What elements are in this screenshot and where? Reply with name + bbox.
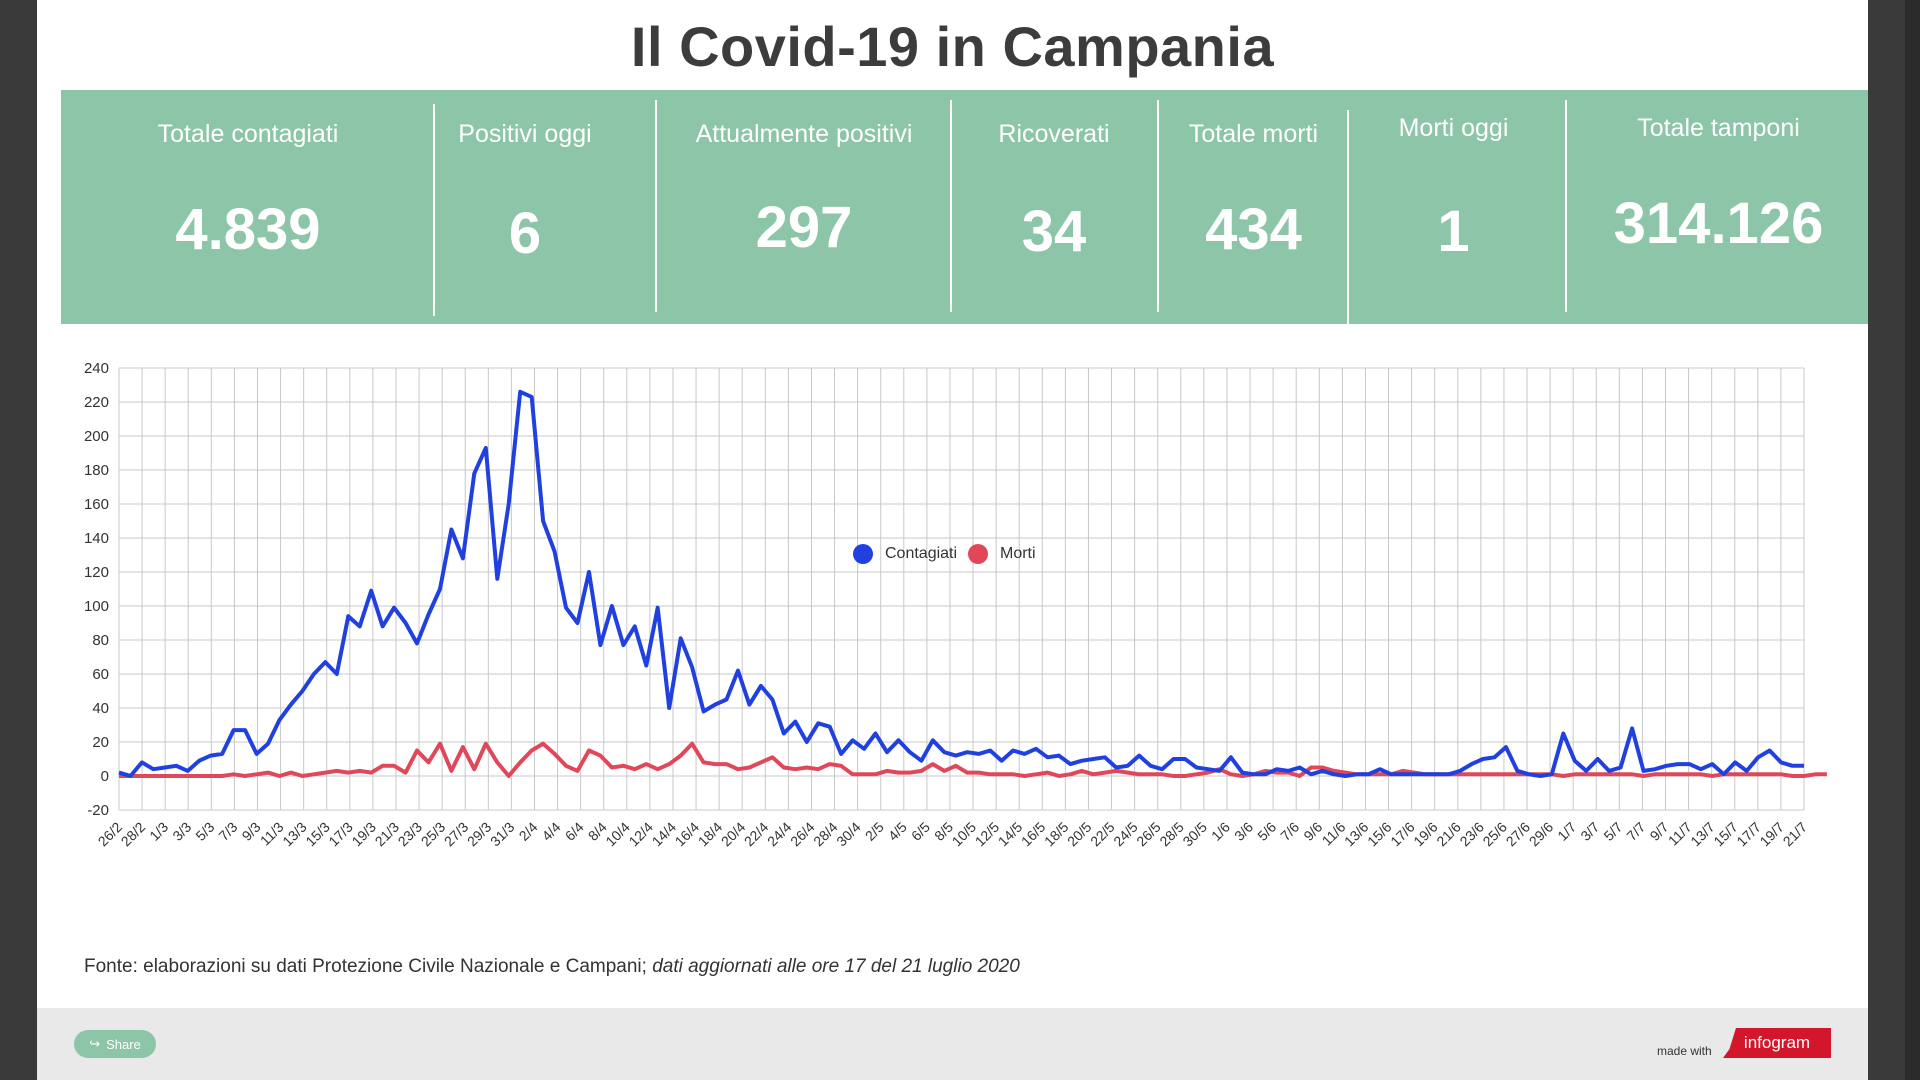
y-tick-label: 160 — [84, 496, 109, 513]
x-tick-label: 30/5 — [1179, 819, 1210, 850]
y-tick-label: 80 — [92, 632, 109, 649]
y-tick-label: 60 — [92, 666, 109, 683]
y-tick-label: 20 — [92, 734, 109, 751]
stat-label: Totale tamponi — [1637, 114, 1800, 142]
x-tick-label: 28/2 — [118, 819, 149, 850]
x-tick-label: 4/5 — [885, 819, 910, 844]
stat-label: Morti oggi — [1398, 114, 1509, 142]
infographic-frame: Il Covid-19 in Campania Totale contagiat… — [37, 0, 1868, 1080]
infogram-logo[interactable]: infogram — [1723, 1028, 1831, 1058]
stats-panel: Totale contagiati 4.839 Positivi oggi 6 … — [61, 90, 1868, 324]
stat-value: 4.839 — [175, 197, 321, 262]
stat-attualmente-positivi: Attualmente positivi 297 — [659, 90, 949, 324]
y-tick-label: 240 — [84, 360, 109, 377]
source-note: Fonte: elaborazioni su dati Protezione C… — [84, 956, 1020, 978]
y-tick-label: 100 — [84, 598, 109, 615]
stat-ricoverati: Ricoverati 34 — [954, 90, 1154, 324]
y-tick-label: 220 — [84, 394, 109, 411]
update-text: dati aggiornati alle ore 17 del 21 lugli… — [652, 956, 1020, 977]
stat-divider — [1157, 100, 1159, 312]
stat-divider — [655, 100, 657, 312]
y-tick-label: 120 — [84, 564, 109, 581]
x-tick-label: 30/4 — [833, 819, 864, 850]
x-tick-label: 3/6 — [1231, 819, 1256, 844]
x-tick-label: 21/7 — [1780, 819, 1811, 850]
stat-label: Totale morti — [1188, 120, 1319, 148]
share-icon: ↪ — [89, 1036, 101, 1051]
stat-totale-contagiati: Totale contagiati 4.839 — [103, 90, 393, 324]
footer-bar: ↪ Share made with infogram — [37, 1008, 1868, 1080]
series-line-contagiati — [118, 389, 1804, 778]
stat-value: 34 — [1021, 199, 1087, 264]
stat-totale-morti: Totale morti 434 — [1161, 90, 1346, 324]
legend-item-morti[interactable]: Morti — [968, 544, 1036, 564]
legend-item-contagiati[interactable]: Contagiati — [853, 544, 957, 564]
y-tick-label: 200 — [84, 428, 109, 445]
x-tick-label: 2/5 — [862, 819, 887, 844]
stat-label: Totale contagiati — [157, 120, 339, 148]
share-label: Share — [106, 1036, 141, 1052]
line-chart: 240 220 200 180 160 140 120 100 80 60 40 20 0 -20 26/2… — [37, 340, 1868, 880]
stat-value: 434 — [1205, 197, 1302, 262]
stat-label: Attualmente positivi — [695, 120, 913, 148]
x-tick-label: 3/3 — [169, 819, 194, 844]
stat-divider — [950, 100, 952, 312]
legend-label: Morti — [1000, 545, 1036, 562]
stat-divider — [1347, 110, 1349, 324]
chart-svg: 240220200180160140120100806040200-2026/2… — [84, 360, 1827, 850]
stat-positivi-oggi: Positivi oggi 6 — [437, 90, 613, 324]
x-tick-label: 29/6 — [1526, 819, 1557, 850]
legend-label: Contagiati — [885, 545, 958, 562]
scrollbar[interactable] — [1905, 0, 1920, 1080]
share-button[interactable]: ↪ Share — [74, 1030, 156, 1058]
x-tick-label: 4/4 — [539, 819, 564, 844]
x-tick-label: 31/3 — [487, 819, 518, 850]
x-tick-label: 6/5 — [908, 819, 933, 844]
x-tick-label: 5/7 — [1600, 819, 1625, 844]
x-tick-label: 1/3 — [146, 819, 171, 844]
x-tick-label: 3/7 — [1577, 819, 1602, 844]
y-tick-label: 0 — [101, 768, 109, 785]
stat-value: 1 — [1437, 199, 1470, 264]
stat-morti-oggi: Morti oggi 1 — [1351, 90, 1556, 324]
y-tick-label: 180 — [84, 462, 109, 479]
x-tick-label: 7/6 — [1277, 819, 1302, 844]
made-with-text: made with — [1657, 1044, 1712, 1058]
x-tick-label: 1/7 — [1554, 819, 1579, 844]
y-tick-label: 40 — [92, 700, 109, 717]
stat-label: Positivi oggi — [458, 120, 592, 148]
x-tick-label: 5/3 — [192, 819, 217, 844]
source-text: Fonte: elaborazioni su dati Protezione C… — [84, 956, 647, 977]
x-tick-label: 7/7 — [1623, 819, 1648, 844]
x-tick-label: 6/4 — [562, 819, 587, 844]
stat-value: 297 — [755, 195, 853, 260]
infogram-logo-text: infogram — [1743, 1033, 1811, 1052]
y-tick-label: -20 — [87, 802, 109, 819]
y-tick-label: 140 — [84, 530, 109, 547]
x-tick-label: 7/3 — [215, 819, 240, 844]
x-tick-label: 5/6 — [1254, 819, 1279, 844]
x-tick-label: 1/6 — [1208, 819, 1233, 844]
legend-dot-morti — [968, 544, 988, 564]
stat-value: 314.126 — [1613, 191, 1824, 256]
stat-divider — [433, 104, 435, 316]
legend-dot-contagiati — [853, 544, 873, 564]
x-tick-label: 2/4 — [516, 819, 541, 844]
stat-value: 6 — [508, 201, 542, 266]
stat-label: Ricoverati — [998, 120, 1110, 148]
page-title: Il Covid-19 in Campania — [630, 15, 1275, 78]
stat-totale-tamponi: Totale tamponi 314.126 — [1569, 90, 1868, 324]
stat-divider — [1565, 100, 1567, 312]
